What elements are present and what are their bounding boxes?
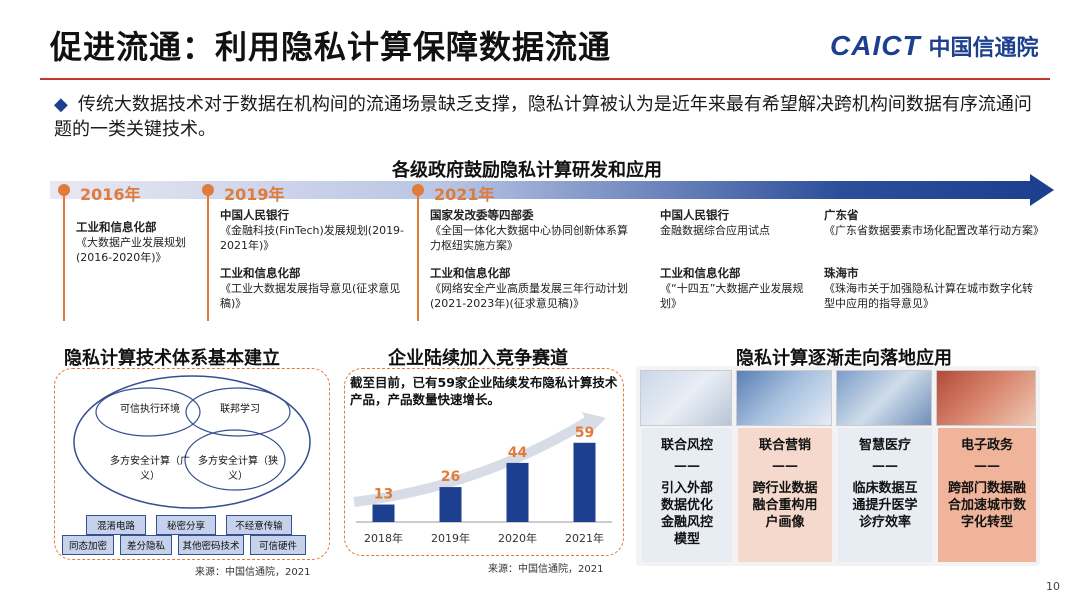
year-line (207, 196, 209, 321)
timeline-dot (412, 184, 424, 196)
venn-diagram (73, 375, 311, 509)
tech-tag: 秘密分享 (156, 515, 216, 535)
data-label: 13 (374, 487, 393, 503)
app-body: 引入外部数据优化金融风控模型 (660, 481, 713, 547)
app-head: 智慧医疗 (858, 438, 911, 453)
bar (439, 487, 462, 522)
intro-bullet: ◆ 传统大数据技术对于数据在机构间的流通场景缺乏支撑，隐私计算被认为是近年来最有希… (54, 92, 1044, 142)
timeline-dot (202, 184, 214, 196)
venn-label: 多方安全计算（广义） (110, 456, 190, 482)
timeline-item: 工业和信息化部 《“十四五”大数据产业发展规划》 (660, 266, 804, 310)
marketing-image (736, 370, 832, 426)
app-body: 跨部门数据融合加速城市数字化转型 (948, 481, 1027, 530)
venn-label: 联邦学习 (220, 404, 260, 415)
app-body: 跨行业数据融合重构用户画像 (752, 481, 818, 530)
year-label: 2021年 (434, 185, 495, 204)
tick-label: 2021年 (565, 531, 604, 545)
app-dash: —— (872, 459, 898, 474)
app-body: 临床数据互通提升医学诊疗效率 (852, 481, 918, 530)
timeline-item: 中国人民银行 《金融科技(FinTech)发展规划(2019-2021年)》 (220, 208, 405, 252)
page-title: 促进流通：利用隐私计算保障数据流通 (50, 28, 612, 66)
app-head: 联合营销 (758, 438, 811, 453)
bar (372, 504, 395, 522)
caict-logo: CAICT 中国信通院 (830, 30, 1039, 62)
data-label: 59 (575, 425, 594, 441)
title-divider (40, 78, 1050, 80)
timeline-title: 各级政府鼓励隐私计算研发和应用 (392, 160, 662, 181)
app-column: 联合风控 —— 引入外部数据优化金融风控模型 (642, 428, 732, 562)
tech-tag: 可信硬件 (250, 535, 306, 555)
timeline-arrow-icon (1030, 174, 1054, 206)
growth-arrow-icon (353, 412, 606, 507)
risk-control-image (640, 370, 732, 426)
year-line (63, 196, 65, 321)
venn-label: 可信执行环境 (120, 404, 180, 415)
app-column: 电子政务 —— 跨部门数据融合加速城市数字化转型 (938, 428, 1036, 562)
timeline-item: 工业和信息化部 《网络安全产业高质量发展三年行动计划(2021-2023年)(征求… (430, 266, 628, 310)
app-dash: —— (974, 459, 1000, 474)
app-head: 电子政务 (960, 438, 1013, 453)
bar (506, 462, 529, 522)
diamond-bullet-icon: ◆ (54, 94, 68, 115)
data-label: 26 (441, 469, 460, 485)
venn-label: 多方安全计算（狭义） (198, 456, 278, 482)
tech-tag: 差分隐私 (120, 535, 172, 555)
bar (573, 442, 596, 522)
apps-panel-title: 隐私计算逐渐走向落地应用 (736, 348, 952, 369)
timeline-item: 国家发改委等四部委 《全国一体化大数据中心协同创新体系算力枢纽实施方案》 (430, 208, 628, 252)
logo-cn: 中国信通院 (928, 36, 1039, 61)
app-dash: —— (772, 459, 798, 474)
timeline-item: 珠海市 《珠海市关于加强隐私计算在城市数字化转型中应用的指导意见》 (824, 266, 1033, 310)
app-dash: —— (674, 459, 700, 474)
app-column: 联合营销 —— 跨行业数据融合重构用户画像 (738, 428, 832, 562)
competition-source: 来源：中国信通院，2021 (488, 564, 604, 575)
year-line (417, 196, 419, 321)
tick-label: 2020年 (498, 531, 537, 545)
timeline-item: 广东省 《广东省数据要素市场化配置改革行动方案》 (824, 208, 1044, 237)
competition-panel (344, 368, 624, 556)
timeline-item: 中国人民银行 金融数据综合应用试点 (660, 208, 770, 237)
bar-chart: 13 2018年 26 2019年 44 2020年 59 2021年 (356, 425, 612, 545)
competition-note: 截至目前，已有59家企业陆续发布隐私计算技术产品，产品数量快速增长。 (350, 375, 618, 407)
tech-panel-title: 隐私计算技术体系基本建立 (64, 348, 280, 369)
tick-label: 2018年 (364, 531, 403, 545)
year-label: 2019年 (224, 185, 285, 204)
timeline-dot (58, 184, 70, 196)
tech-tag: 不经意传输 (226, 515, 292, 535)
intro-text: 传统大数据技术对于数据在机构间的流通场景缺乏支撑，隐私计算被认为是近年来最有希望… (54, 94, 1032, 140)
competition-panel-title: 企业陆续加入竞争赛道 (388, 348, 568, 369)
timeline-item: 工业和信息化部 《工业大数据发展指导意见(征求意见稿)》 (220, 266, 401, 310)
tick-label: 2019年 (431, 531, 470, 545)
timeline-bar (50, 181, 1035, 199)
app-head: 联合风控 (660, 438, 713, 453)
tech-panel (54, 368, 330, 560)
tech-tag: 同态加密 (62, 535, 114, 555)
data-label: 44 (508, 445, 528, 461)
tech-tag: 其他密码技术 (178, 535, 244, 555)
tech-tag: 混淆电路 (86, 515, 146, 535)
page-number: 10 (1046, 580, 1060, 593)
medical-image (836, 370, 932, 426)
timeline-item: 工业和信息化部 《大数据产业发展规划(2016-2020年)》 (76, 220, 186, 264)
government-image (936, 370, 1036, 426)
tech-source: 来源：中国信通院，2021 (195, 567, 311, 578)
app-column: 智慧医疗 —— 临床数据互通提升医学诊疗效率 (838, 428, 932, 562)
year-label: 2016年 (80, 185, 141, 204)
logo-text: CAICT (830, 30, 921, 61)
